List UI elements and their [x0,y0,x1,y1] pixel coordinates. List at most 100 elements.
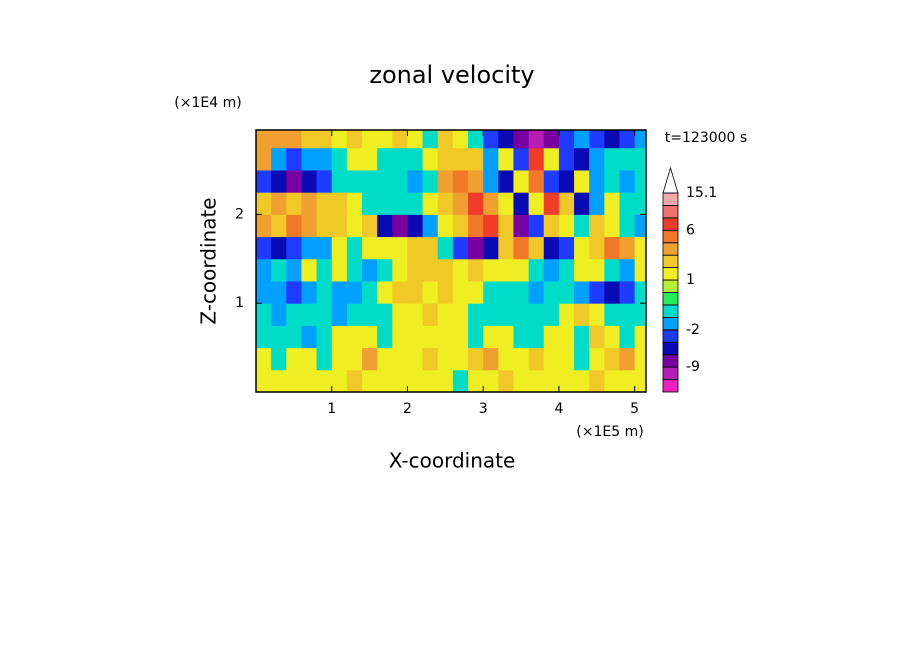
colorbar-box [662,279,679,293]
contour-cell [558,147,575,171]
contour-cell [377,169,393,193]
contour-cell [377,369,393,392]
contour-cell [483,192,499,215]
contour-cell [452,214,469,238]
contour-cell [346,130,363,149]
contour-cell [513,214,530,238]
contour-cell [513,169,530,193]
contour-cell [286,347,302,371]
contour-cell [589,130,605,149]
contour-cell [346,369,363,392]
field [256,130,646,392]
contour-cell [437,214,454,238]
contour-cell [422,280,439,304]
x-axis-label: X-coordinate [389,449,516,473]
contour-cell [301,347,318,371]
contour-cell [286,258,302,282]
colorbar-box [662,329,679,343]
contour-cell [513,147,530,171]
contour-cell [452,147,469,171]
contour-cell [498,303,514,326]
contour-cell [574,303,590,326]
contour-cell [422,147,439,171]
contour-cell [331,214,348,238]
contour-cell [392,130,408,149]
contour-cell [271,169,287,193]
contour-cell [452,303,469,326]
contour-cell [256,169,272,193]
contour-cell [407,192,424,215]
contour-cell [422,236,439,260]
contour-cell [392,192,408,215]
contour-cell [316,147,333,171]
contour-cell [468,303,484,326]
contour-cell [377,347,393,371]
contour-cell [271,347,287,371]
x-tick-label: 4 [554,401,563,417]
contour-cell [407,130,424,149]
contour-cell [407,280,424,304]
contour-cell [301,214,318,238]
contour-cell [513,280,530,304]
contour-cell [256,280,272,304]
contour-cell [483,130,499,149]
contour-cell [377,325,393,349]
contour-cell [589,347,605,371]
contour-cell [483,169,499,193]
contour-cell [392,303,408,326]
contour-cell [483,369,499,392]
contour-cell [543,347,560,371]
contour-cell [271,369,287,392]
contour-cell [331,303,348,326]
contour-cell [301,130,318,149]
contour-cell [407,147,424,171]
contour-cell [589,169,605,193]
contour-cell [392,347,408,371]
contour-cell [271,130,287,149]
contour-cell [301,236,318,260]
contour-cell [286,303,302,326]
contour-cell [392,280,408,304]
colorbar-box [662,354,679,368]
contour-cell [256,347,272,371]
contour-cell [437,192,454,215]
colorbar-label: -2 [686,322,700,338]
contour-cell [634,303,646,326]
contour-cell [589,192,605,215]
contour-cell [543,258,560,282]
contour-cell [407,303,424,326]
contour-cell [604,192,620,215]
contour-cell [452,347,469,371]
contour-cell [452,258,469,282]
contour-cell [528,303,545,326]
contour-cell [271,325,287,349]
contour-cell [331,347,348,371]
contour-cell [468,325,484,349]
contour-cell [483,303,499,326]
contour-cell [301,303,318,326]
contour-cell [286,169,302,193]
contour-cell [634,214,646,238]
contour-cell [346,214,363,238]
x-tick-label: 1 [327,401,336,417]
contour-cell [407,236,424,260]
contour-cell [392,325,408,349]
contour-cell [286,147,302,171]
contour-cell [316,347,333,371]
contour-cell [422,130,439,149]
contour-cell [498,280,514,304]
contour-cell [316,369,333,392]
colorbar-box [662,316,679,331]
contour-cell [468,258,484,282]
contour-cell [377,130,393,149]
contour-cell [437,258,454,282]
contour-cell [513,303,530,326]
contour-cell [392,169,408,193]
colorbar-box [662,192,679,206]
contour-cell [422,347,439,371]
y-axis-label: Z-coordinate [197,197,221,324]
colorbar-box [662,254,679,269]
contour-cell [528,347,545,371]
contour-cell [619,258,636,282]
contour-cell [362,147,378,171]
